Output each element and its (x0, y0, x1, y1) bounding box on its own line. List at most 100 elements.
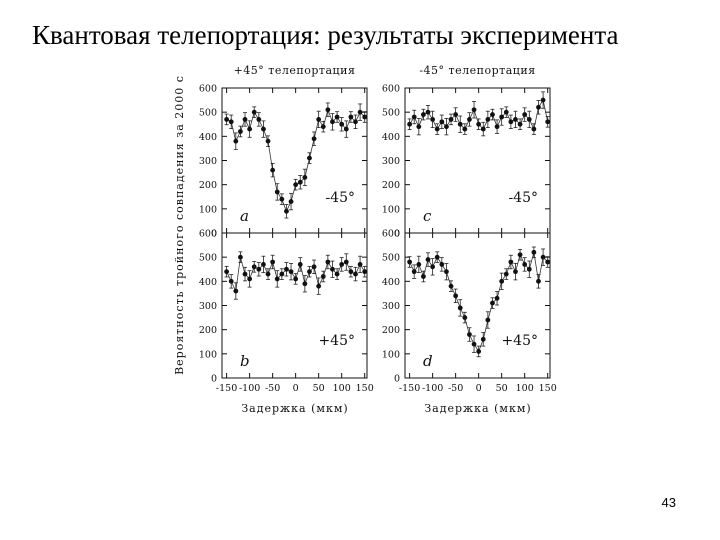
data-point (411, 269, 417, 275)
x-tick-label: 100 (516, 383, 534, 394)
data-point (494, 295, 500, 301)
data-point (339, 262, 345, 267)
data-point (238, 254, 243, 260)
data-point (503, 271, 509, 277)
panel-letter: d (423, 352, 433, 370)
panel-a: 600 500 400 300 200 100 0 +45° телепортация a -45… (199, 64, 368, 240)
data-point (261, 126, 266, 132)
data-point (274, 189, 280, 195)
data-point (353, 119, 358, 125)
data-point (325, 259, 331, 265)
data-point (270, 259, 276, 265)
data-point (467, 332, 472, 337)
data-point (343, 126, 349, 132)
data-point (353, 271, 358, 277)
data-point (462, 315, 468, 320)
data-point (480, 126, 486, 132)
x-tick-label: 50 (313, 383, 325, 394)
data-point (430, 264, 436, 270)
data-point (453, 293, 459, 299)
data-point (224, 117, 230, 122)
data-point (279, 271, 285, 277)
y-tick-label: 100 (382, 204, 400, 215)
data-point (357, 109, 363, 115)
data-point (421, 112, 426, 117)
data-point (485, 317, 491, 323)
data-point (311, 264, 317, 270)
data-point (224, 269, 230, 275)
data-point (242, 271, 248, 277)
x-tick-label: -150 (399, 383, 420, 394)
data-point (274, 276, 280, 282)
y-tick-label: 400 (199, 277, 217, 288)
data-point (334, 271, 340, 277)
data-point (526, 117, 532, 122)
data-point (265, 138, 271, 144)
data-point (416, 124, 422, 130)
data-point (407, 121, 413, 127)
data-point (536, 104, 541, 110)
x-axis-title-right: Задержка (мкм) (424, 402, 531, 415)
data-point (307, 155, 312, 161)
y-tick-label: 200 (382, 325, 400, 336)
data-point (247, 126, 253, 132)
data-point (293, 182, 299, 188)
page-number: 43 (661, 495, 676, 510)
x-tick-label: -50 (448, 383, 463, 394)
data-point (325, 107, 331, 113)
y-tick-label: 600 (382, 229, 400, 240)
y-tick-label: 300 (382, 156, 400, 167)
angle-label: +45° (318, 333, 355, 349)
data-point (297, 179, 303, 185)
data-point (485, 117, 491, 122)
data-point (517, 252, 523, 258)
data-point (444, 269, 449, 275)
y-tick-label: 300 (199, 156, 217, 167)
data-point (526, 266, 532, 272)
data-point (261, 262, 266, 267)
y-tick-label: 100 (382, 349, 400, 360)
data-point (444, 124, 449, 130)
data-point (297, 262, 303, 267)
data-point (288, 199, 294, 204)
panel-letter: c (423, 207, 432, 225)
y-tick-label: 600 (199, 229, 217, 240)
x-tick-label: 150 (539, 383, 557, 394)
data-point (499, 114, 505, 120)
data-point (448, 117, 454, 122)
data-point (421, 274, 426, 279)
x-tick-label: 0 (293, 383, 299, 394)
data-point (242, 117, 248, 122)
y-tick-label: 500 (382, 253, 400, 264)
data-point (480, 336, 486, 342)
data-point (545, 119, 551, 125)
y-tick-label: 400 (199, 132, 217, 143)
x-tick-label: 150 (356, 383, 374, 394)
data-point (434, 126, 440, 132)
y-tick-label: 400 (382, 132, 400, 143)
data-point (357, 262, 363, 267)
data-point (284, 208, 289, 214)
data-point (407, 259, 413, 265)
data-point (238, 129, 243, 134)
data-point (343, 259, 349, 265)
data-point (284, 266, 289, 272)
data-point (522, 112, 528, 117)
panel-title: +45° телепортация (234, 64, 356, 77)
data-point (439, 119, 445, 125)
data-point (499, 278, 505, 284)
data-point (531, 249, 537, 255)
data-point (265, 271, 271, 277)
data-point (462, 126, 468, 132)
data-point (316, 117, 322, 122)
y-tick-label: 200 (199, 325, 217, 336)
data-point (508, 119, 514, 125)
data-point (448, 283, 454, 289)
data-point (270, 167, 276, 173)
data-point (247, 276, 253, 282)
data-point (330, 266, 335, 272)
data-point (279, 196, 285, 202)
y-tick-label: 500 (382, 108, 400, 119)
